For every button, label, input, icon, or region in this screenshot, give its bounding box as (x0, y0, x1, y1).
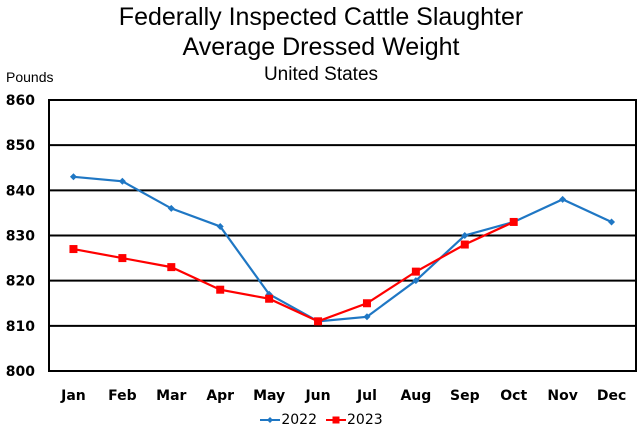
x-tick-labels: Jan Feb Mar Apr May Jun Jul Aug Sep Oct Nov Dec (60, 388, 626, 404)
y-tick-label: 820 (6, 274, 35, 290)
y-tick-label: 850 (6, 138, 35, 154)
legend-label: 2022 (281, 412, 317, 428)
x-tick-label: Feb (108, 388, 137, 404)
y-tick-labels: 800 810 820 830 840 850 860 (6, 93, 35, 380)
data-point-2023-Mar (167, 263, 176, 272)
data-point-2022-Feb (118, 177, 126, 185)
x-tick-label: Jan (60, 388, 86, 404)
x-tick-label: Nov (547, 388, 577, 404)
legend-label: 2023 (347, 412, 383, 428)
legend: 2022 2023 (0, 412, 642, 428)
series-2022 (69, 173, 616, 325)
data-point-2022-Nov (559, 195, 567, 203)
data-point-2023-Jul (362, 299, 371, 308)
chart-title: Federally Inspected Cattle Slaughter (118, 3, 524, 31)
data-point-2022-Jul (363, 313, 371, 321)
data-point-2022-Dec (608, 218, 616, 226)
data-point-2023-Aug (411, 267, 420, 276)
x-tick-label: Jun (304, 388, 330, 404)
y-tick-label: 840 (6, 183, 35, 199)
x-tick-label: Apr (206, 388, 234, 404)
x-tick-label: Aug (400, 388, 431, 404)
data-point-2023-May (265, 294, 274, 303)
x-tick-label: May (253, 388, 285, 404)
series-2023 (69, 217, 518, 326)
chart-subtitle: United States (263, 64, 379, 85)
data-point-2022-Mar (167, 204, 175, 212)
data-point-2022-Sep (461, 232, 469, 239)
x-tick-label: Dec (597, 388, 626, 404)
chart-title-line2: Average Dressed Weight (182, 33, 460, 61)
data-point-2023-Sep (460, 240, 469, 249)
legend-item-2023: 2023 (325, 412, 383, 428)
series-line-2023 (73, 220, 515, 323)
data-point-2023-Oct (509, 217, 518, 226)
y-axis-label: Pounds (6, 69, 54, 85)
legend-swatch-2022 (260, 417, 281, 423)
data-point-2023-Jan (69, 245, 78, 254)
y-tick-label: 860 (6, 93, 35, 109)
legend-item-2022: 2022 (259, 412, 317, 428)
y-tick-label: 810 (6, 319, 35, 335)
data-point-2022-Aug (412, 277, 420, 285)
x-tick-label: Oct (500, 388, 527, 404)
data-point-2023-Feb (118, 254, 127, 263)
plot-area-border (48, 99, 637, 372)
x-tick-label: Mar (156, 388, 186, 404)
x-tick-label: Sep (450, 388, 480, 404)
data-point-2022-Jan (69, 173, 77, 181)
legend-swatch-2023 (326, 416, 346, 424)
x-tick-label: Jul (356, 388, 377, 404)
y-tick-label: 830 (6, 229, 35, 245)
gridlines (49, 99, 636, 372)
plot-frame (48, 99, 637, 372)
data-point-2022-Apr (216, 222, 224, 230)
y-tick-label: 800 (6, 364, 35, 380)
series-line-2022 (73, 175, 613, 323)
data-point-2023-Apr (216, 285, 225, 294)
data-point-2023-Jun (314, 317, 323, 326)
series-lines (69, 173, 616, 326)
